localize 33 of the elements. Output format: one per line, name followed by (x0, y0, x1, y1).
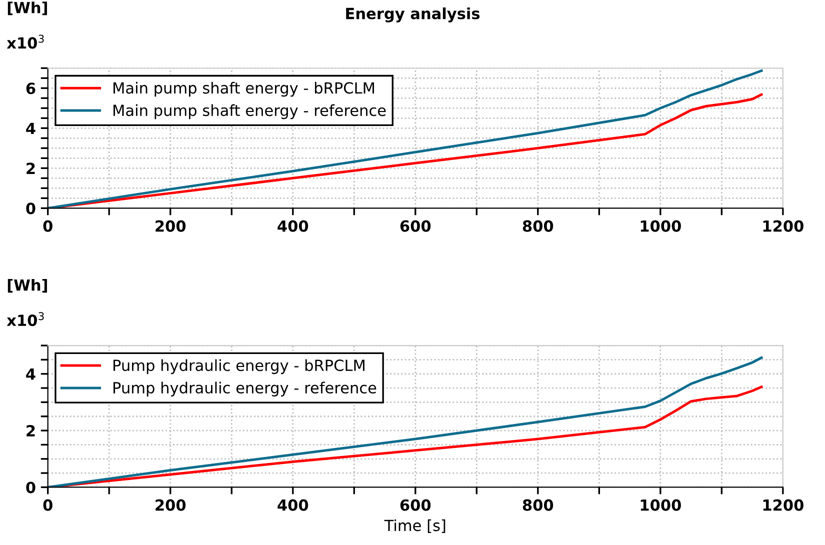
legend-label: Main pump shaft energy - bRPCLM (114, 82, 374, 97)
x-tick-label: 600 (400, 220, 431, 232)
line-series (48, 69, 763, 208)
x-tick-label: 600 (400, 499, 431, 511)
x-tick-label: 1200 (763, 499, 804, 511)
y-tick-label: 2 (26, 162, 35, 174)
x-tick-label: 1000 (640, 499, 681, 511)
y-axis-title: [Wh] (8, 278, 47, 293)
x-tick-label: 0 (43, 220, 52, 232)
legend-label: Main pump shaft energy - reference (114, 104, 386, 120)
y-axis-title: [Wh] (8, 2, 47, 16)
chart-title: Energy analysis (346, 7, 480, 22)
line-series (48, 356, 763, 488)
y-tick-label: 2 (26, 425, 35, 436)
y-tick-label: 6 (26, 82, 36, 94)
text: x10$^{3}$ (6, 312, 44, 326)
legend-label: Pump hydraulic energy - reference (114, 382, 376, 396)
x-tick-label: 1200 (763, 220, 804, 232)
x-tick-label: 200 (156, 220, 186, 232)
x-tick-label: 400 (278, 499, 308, 511)
x-tick-label: 200 (156, 499, 186, 511)
y-tick-label: 4 (26, 122, 36, 134)
x-tick-label: 0 (43, 499, 52, 511)
y-tick-label: 0 (26, 202, 36, 214)
text: x10$^{3}$ (6, 34, 44, 49)
x-tick-label: 800 (522, 499, 554, 511)
x-tick-label: 1000 (640, 220, 681, 232)
legend-label: Pump hydraulic energy - bRPCLM (114, 359, 364, 374)
x-tick-label: 800 (522, 220, 554, 232)
y-tick-label: 4 (26, 368, 36, 380)
x-axis-title: Time [s] (384, 519, 446, 533)
x-tick-label: 400 (278, 220, 308, 232)
y-tick-label: 0 (26, 482, 36, 494)
